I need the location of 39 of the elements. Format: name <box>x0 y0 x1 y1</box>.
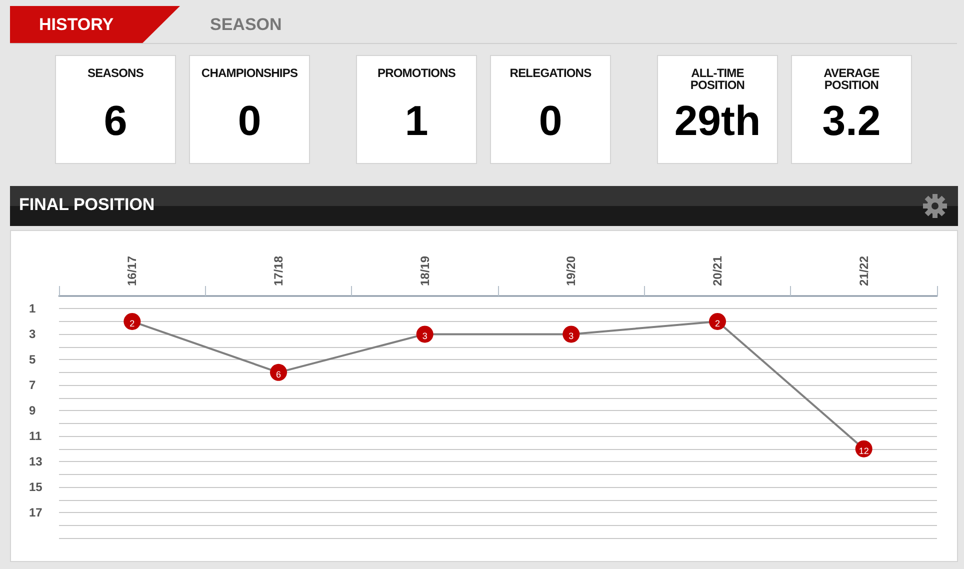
y-tick-label: 5 <box>29 352 36 367</box>
category-label: ALL-TIME POSITION <box>689 66 746 93</box>
x-tick-label: 18/19 <box>418 256 432 286</box>
category-label: SEASONS <box>86 66 144 82</box>
text: 3.2 <box>822 97 881 144</box>
text: 29th <box>674 97 761 144</box>
category-label: AVERAGE POSITION <box>822 66 880 93</box>
x-tick-label: 21/22 <box>856 256 871 286</box>
data-label: 6 <box>276 369 282 380</box>
y-tick-label: 11 <box>29 429 42 444</box>
text: 0 <box>238 97 262 144</box>
y-tick-label: 1 <box>29 302 36 316</box>
category-label: CHAMPIONSHIPS <box>200 66 299 82</box>
y-tick-label: 3 <box>29 327 36 342</box>
x-tick-label: 20/21 <box>710 256 724 286</box>
text: 6 <box>104 97 128 144</box>
point <box>270 364 287 381</box>
text: 0 <box>538 97 562 144</box>
data-label: 3 <box>568 331 574 342</box>
text: HISTORY <box>10 6 180 43</box>
chart-title: FINAL POSITION <box>10 186 958 226</box>
category-label: PROMOTIONS <box>376 66 456 82</box>
y-tick-label: 9 <box>29 404 36 418</box>
point <box>709 312 726 330</box>
text: SEASON <box>210 14 282 36</box>
y-tick-label: 13 <box>29 454 43 469</box>
data-label: 3 <box>422 331 428 342</box>
y-tick-label: 7 <box>29 378 36 392</box>
x-tick-label: 16/17 <box>125 256 140 286</box>
category-label: RELEGATIONS <box>508 66 592 82</box>
y-tick-label: 17 <box>29 506 43 520</box>
x-tick-label: 17/18 <box>272 256 286 286</box>
x-tick-label: 19/20 <box>564 256 578 286</box>
data-label: 2 <box>714 318 720 328</box>
point <box>124 312 141 330</box>
y-tick-label: 15 <box>29 480 43 494</box>
data-label: 2 <box>130 318 135 328</box>
text: 1 <box>404 97 428 144</box>
data-label: 12 <box>858 446 869 456</box>
